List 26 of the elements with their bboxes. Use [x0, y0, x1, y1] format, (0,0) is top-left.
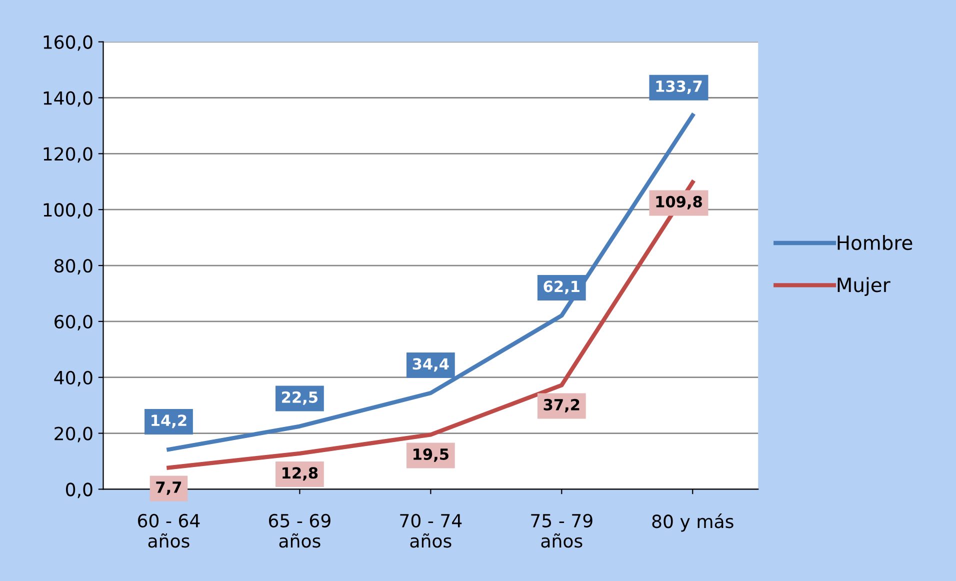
data-label: 34,4 [412, 358, 449, 372]
y-tick-label: 20,0 [54, 426, 92, 442]
x-tick-label: 70 - 74 años [400, 514, 462, 548]
y-tick-label: 80,0 [54, 258, 92, 274]
data-label: 62,1 [544, 280, 580, 294]
data-label: 37,2 [544, 398, 580, 412]
x-tick-label: 65 - 69 años [268, 514, 330, 548]
data-label: 133,7 [656, 80, 702, 94]
legend-label: Mujer [838, 277, 890, 296]
data-label: 12,8 [282, 467, 318, 481]
y-tick-label: 0,0 [66, 482, 92, 498]
y-tick-label: 140,0 [44, 91, 92, 107]
data-label: 7,7 [156, 482, 182, 495]
legend-label: Hombre [838, 235, 912, 250]
data-label: 19,5 [414, 448, 448, 462]
y-tick-label: 120,0 [44, 147, 92, 163]
y-tick-label: 60,0 [54, 314, 92, 330]
y-tick-label: 160,0 [44, 35, 92, 51]
data-label: 22,5 [282, 391, 318, 405]
data-label: 109,8 [656, 196, 702, 210]
x-tick-label: 80 y más [652, 514, 734, 532]
x-tick-label: 60 - 64 años [138, 514, 200, 548]
y-tick-label: 100,0 [44, 203, 92, 219]
x-tick-label: 75 - 79 años [531, 514, 592, 548]
y-tick-label: 40,0 [54, 370, 92, 386]
data-label: 14,2 [152, 414, 186, 428]
